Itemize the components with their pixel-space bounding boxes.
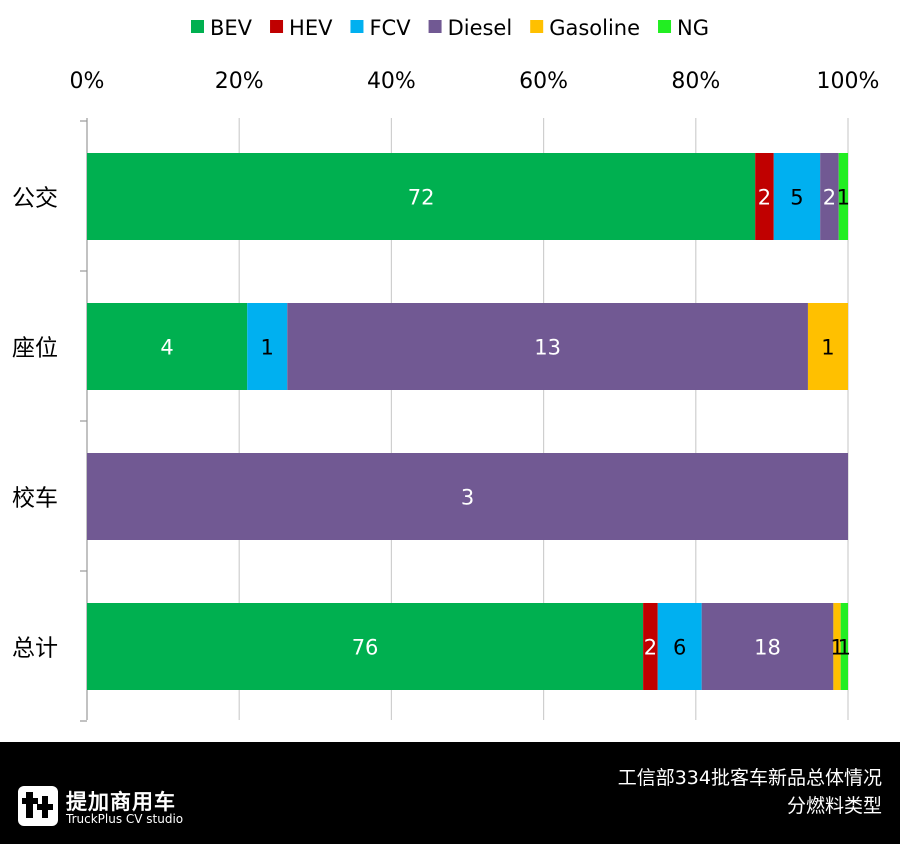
data-label: 13 — [534, 336, 561, 360]
brand-name: 提加商用车 — [66, 790, 176, 814]
category-label: 校车 — [12, 486, 58, 512]
chart-legend: BEV HEV FCV Diesel Gasoline NG — [190, 16, 709, 40]
legend-swatch-fcv — [350, 20, 364, 33]
caption-line-1: 工信部334批客车新品总体情况 — [617, 767, 882, 789]
data-label: 6 — [673, 636, 686, 660]
category-label: 公交 — [12, 186, 58, 212]
bar-segment-bev — [87, 303, 248, 390]
data-label: 72 — [408, 186, 435, 210]
legend-label-diesel: Diesel — [448, 16, 513, 40]
x-tick-label: 40% — [367, 69, 416, 94]
bar-segment-fcv — [773, 153, 821, 240]
data-label: 1 — [261, 336, 274, 360]
data-label: 76 — [352, 636, 379, 660]
data-label: 2 — [758, 186, 771, 210]
data-label: 5 — [790, 186, 803, 210]
data-label: 1 — [838, 636, 851, 660]
legend-label-hev: HEV — [289, 16, 333, 40]
bar-segment-hev — [643, 603, 658, 690]
legend-label-bev: BEV — [210, 16, 253, 40]
brand-subtitle: TruckPlus CV studio — [66, 812, 184, 826]
legend-swatch-diesel — [428, 20, 442, 33]
legend-label-gasoline: Gasoline — [549, 16, 640, 40]
bar-segment-bev — [87, 153, 756, 240]
legend-swatch-ng — [658, 20, 672, 33]
x-axis-ticks: 0% 20% 40% 60% 80% 100% — [70, 69, 880, 94]
chart-caption: 工信部334批客车新品总体情况 分燃料类型 — [618, 764, 882, 820]
data-label: 18 — [754, 636, 781, 660]
x-tick-label: 60% — [519, 69, 568, 94]
bar-segment-fcv — [657, 603, 702, 690]
data-label: 4 — [160, 336, 173, 360]
legend-swatch-gasoline — [530, 20, 544, 33]
x-tick-label: 100% — [817, 69, 880, 94]
bar-segment-ng — [838, 153, 848, 240]
bar-segment-bev — [87, 603, 644, 690]
data-label: 2 — [644, 636, 657, 660]
bar-segment-gasoline — [807, 303, 848, 390]
truckplus-logo-icon — [18, 786, 58, 826]
data-label: 3 — [461, 486, 474, 510]
legend-label-ng: NG — [677, 16, 709, 40]
bar-segment-diesel — [287, 303, 808, 390]
category-label: 总计 — [12, 636, 58, 662]
category-label: 座位 — [12, 336, 58, 362]
data-label: 1 — [821, 336, 834, 360]
bar-segment-hev — [755, 153, 774, 240]
bar-segment-diesel — [701, 603, 834, 690]
bar-segment-diesel — [820, 153, 839, 240]
legend-swatch-hev — [270, 20, 284, 33]
bar-segment-ng — [840, 603, 848, 690]
bar-segment-fcv — [247, 303, 288, 390]
bar-segment-gasoline — [833, 603, 841, 690]
stacked-bar-chart: BEV HEV FCV Diesel Gasoline NG 0% 20% 40% 60% 80%… — [12, 16, 880, 722]
data-label: 1 — [837, 186, 850, 210]
legend-label-fcv: FCV — [369, 16, 411, 40]
data-label: 2 — [823, 186, 836, 210]
caption-line-2: 分燃料类型 — [786, 795, 882, 817]
footer-bar: 提加商用车 TruckPlus CV studio 工信部334批客车新品总体情… — [0, 742, 900, 844]
x-tick-label: 80% — [671, 69, 720, 94]
legend-swatch-bev — [190, 20, 204, 33]
data-label: 1 — [830, 636, 843, 660]
bar-segment-diesel — [87, 453, 848, 540]
x-tick-label: 0% — [70, 69, 105, 94]
x-tick-label: 20% — [215, 69, 264, 94]
